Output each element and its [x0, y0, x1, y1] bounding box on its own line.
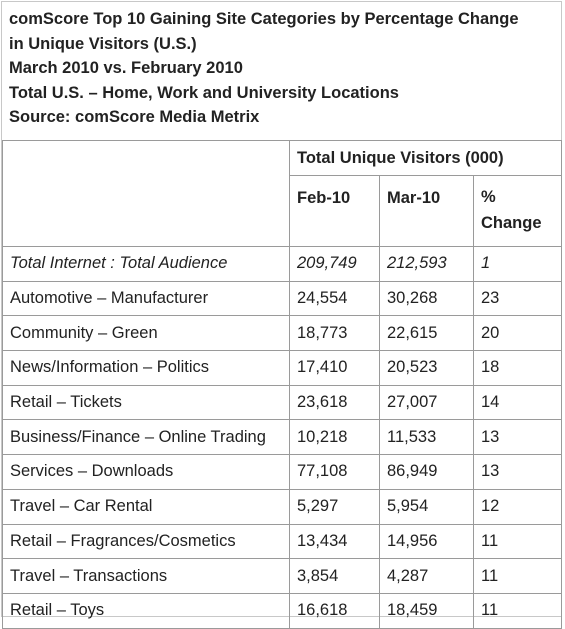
category-cell: News/Information – Politics: [2, 350, 290, 386]
table-row: Retail – Tickets 23,618 27,007 14: [2, 384, 563, 421]
caption-source: Source: comScore Media Metrix: [9, 108, 260, 127]
mar-cell: 20,523: [379, 350, 474, 386]
change-cell: 11: [472, 592, 563, 629]
mar-cell: 86,949: [379, 454, 474, 490]
table-row: Business/Finance – Online Trading 10,218…: [2, 419, 563, 456]
change-cell: 23: [472, 280, 563, 317]
category-cell: Retail – Toys: [2, 592, 290, 629]
feb-cell: 3,854: [289, 558, 380, 594]
feb-cell: 16,618: [289, 592, 380, 629]
feb-cell: 5,297: [289, 488, 380, 525]
change-cell: 14: [472, 384, 563, 421]
mar-cell: 11,533: [379, 419, 474, 456]
mar-cell: 27,007: [379, 384, 474, 421]
group-header-cell: Total Unique Visitors (000): [288, 140, 563, 176]
caption-title-line-1: comScore Top 10 Gaining Site Categories …: [9, 10, 519, 28]
table-row: Retail – Toys 16,618 18,459 11: [2, 592, 563, 629]
mar-cell: 5,954: [379, 488, 474, 525]
feb-cell: 23,618: [289, 384, 380, 421]
category-cell: Retail – Fragrances/Cosmetics: [2, 523, 290, 560]
caption-title-line-2: in Unique Visitors (U.S.): [9, 34, 197, 53]
mar-cell: 4,287: [379, 558, 474, 594]
table-row: Travel – Car Rental 5,297 5,954 12: [2, 488, 563, 525]
mar-header-cell: Mar-10: [379, 175, 474, 247]
change-cell: 11: [472, 558, 563, 594]
change-header-line-2: Change: [481, 214, 542, 232]
feb-cell: 18,773: [289, 315, 380, 352]
change-cell: 11: [472, 523, 563, 560]
table-caption: comScore Top 10 Gaining Site Categories …: [9, 7, 559, 130]
change-cell: 1: [472, 246, 563, 282]
change-cell: 13: [472, 454, 563, 490]
category-cell: Travel – Car Rental: [2, 488, 290, 525]
feb-cell: 10,218: [289, 419, 380, 456]
mar-cell: 22,615: [379, 315, 474, 352]
mar-cell: 212,593: [379, 246, 474, 282]
category-cell: Retail – Tickets: [2, 384, 290, 421]
change-cell: 20: [472, 315, 563, 352]
caption-period: March 2010 vs. February 2010: [9, 59, 243, 78]
mar-cell: 18,459: [379, 592, 474, 629]
category-cell: Business/Finance – Online Trading: [2, 419, 290, 456]
category-cell: Automotive – Manufacturer: [2, 280, 290, 317]
feb-cell: 13,434: [289, 523, 380, 560]
category-cell: Services – Downloads: [2, 454, 290, 490]
change-cell: 18: [472, 350, 563, 386]
change-header-line-1: %: [481, 188, 496, 206]
change-cell: 13: [472, 419, 563, 456]
feb-cell: 17,410: [289, 350, 380, 386]
table-row-total: Total Internet : Total Audience 209,749 …: [2, 246, 563, 282]
change-cell: 12: [472, 488, 563, 525]
category-cell: Total Internet : Total Audience: [2, 246, 290, 282]
table-row: Retail – Fragrances/Cosmetics 13,434 14,…: [2, 523, 563, 560]
table-row: Travel – Transactions 3,854 4,287 11: [2, 558, 563, 594]
change-header-cell: % Change: [472, 175, 563, 247]
mar-cell: 14,956: [379, 523, 474, 560]
table-row: Automotive – Manufacturer 24,554 30,268 …: [2, 280, 563, 317]
feb-cell: 209,749: [289, 246, 380, 282]
category-header-cell: [2, 140, 290, 247]
category-cell: Travel – Transactions: [2, 558, 290, 594]
mar-cell: 30,268: [379, 280, 474, 317]
table-row: Community – Green 18,773 22,615 20: [2, 315, 563, 352]
feb-header-cell: Feb-10: [289, 175, 380, 247]
visitors-table: Total Unique Visitors (000) Feb-10 Mar-1…: [2, 140, 563, 629]
category-cell: Community – Green: [2, 315, 290, 352]
table-row: News/Information – Politics 17,410 20,52…: [2, 350, 563, 386]
caption-locations: Total U.S. – Home, Work and University L…: [9, 83, 399, 102]
feb-cell: 24,554: [289, 280, 380, 317]
table-row: Services – Downloads 77,108 86,949 13: [2, 454, 563, 490]
feb-cell: 77,108: [289, 454, 380, 490]
